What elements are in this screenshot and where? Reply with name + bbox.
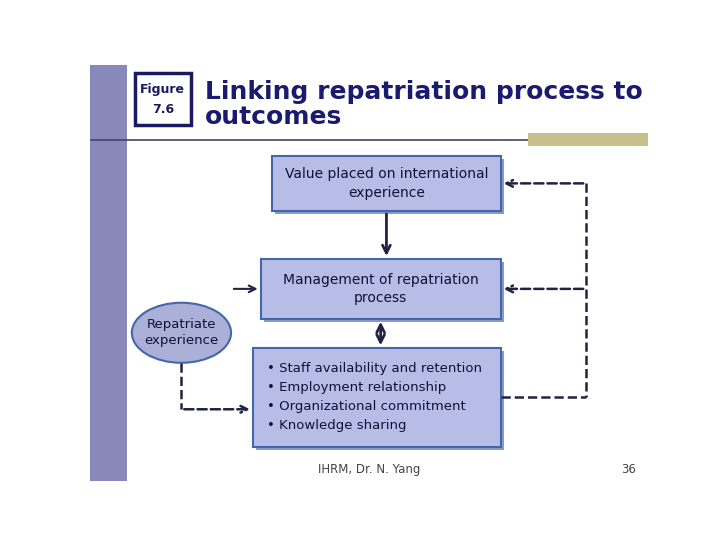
FancyBboxPatch shape <box>135 72 191 125</box>
FancyBboxPatch shape <box>256 351 504 450</box>
Ellipse shape <box>132 303 231 363</box>
Text: Repatriate
experience: Repatriate experience <box>144 318 219 347</box>
Text: Figure: Figure <box>140 83 185 96</box>
Text: Management of repatriation
process: Management of repatriation process <box>283 273 479 305</box>
Bar <box>528 132 648 146</box>
Text: 7.6: 7.6 <box>152 103 174 116</box>
FancyBboxPatch shape <box>272 156 500 211</box>
Text: IHRM, Dr. N. Yang: IHRM, Dr. N. Yang <box>318 463 420 476</box>
Text: Linking repatriation process to: Linking repatriation process to <box>204 80 642 104</box>
FancyBboxPatch shape <box>275 159 504 214</box>
FancyBboxPatch shape <box>253 348 500 447</box>
Text: 36: 36 <box>621 463 636 476</box>
Text: outcomes: outcomes <box>204 105 342 129</box>
Text: Value placed on international
experience: Value placed on international experience <box>284 167 488 200</box>
FancyBboxPatch shape <box>261 259 500 319</box>
Bar <box>90 65 127 481</box>
Text: • Staff availability and retention
• Employment relationship
• Organizational co: • Staff availability and retention • Emp… <box>266 362 482 433</box>
FancyBboxPatch shape <box>264 262 504 322</box>
